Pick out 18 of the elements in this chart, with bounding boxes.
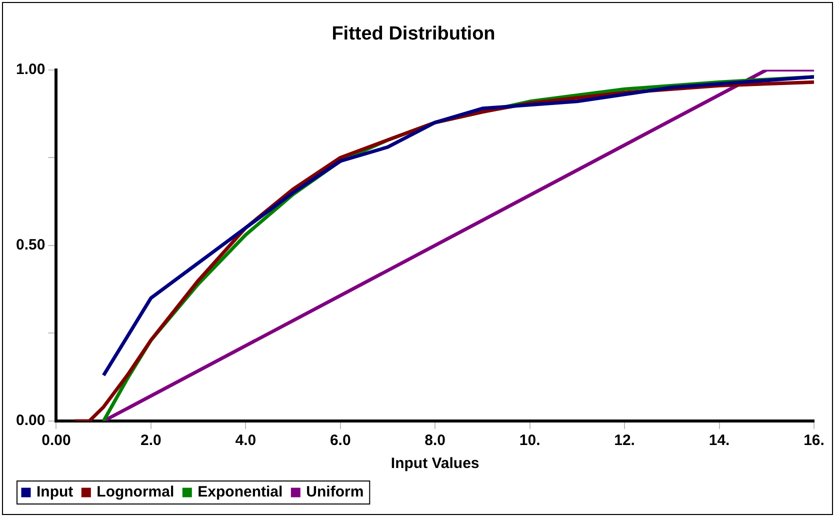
x-tick-label: 4.0 [235, 432, 256, 450]
chart-title: Fitted Distribution [332, 24, 496, 45]
x-tick-label: 8.0 [424, 432, 446, 450]
x-tick-label: 12. [614, 432, 635, 450]
y-tick-label: 0.00 [16, 412, 46, 430]
legend-label: Input [36, 484, 74, 501]
x-tick-label: 6.0 [330, 432, 351, 450]
x-tick-label: 14. [708, 432, 730, 450]
x-tick-label: 10. [519, 432, 540, 450]
y-tick-label: 0.50 [16, 236, 46, 254]
legend-label: Exponential [198, 484, 283, 501]
x-tick-label: 2.0 [140, 432, 162, 450]
y-tick-label: 1.00 [16, 60, 46, 78]
x-axis-title: Input Values [390, 455, 480, 472]
legend-label: Lognormal [96, 484, 174, 501]
x-tick-label: 16. [804, 432, 824, 450]
x-tick-label: 0.00 [42, 432, 71, 450]
legend-label: Uniform [306, 484, 364, 501]
